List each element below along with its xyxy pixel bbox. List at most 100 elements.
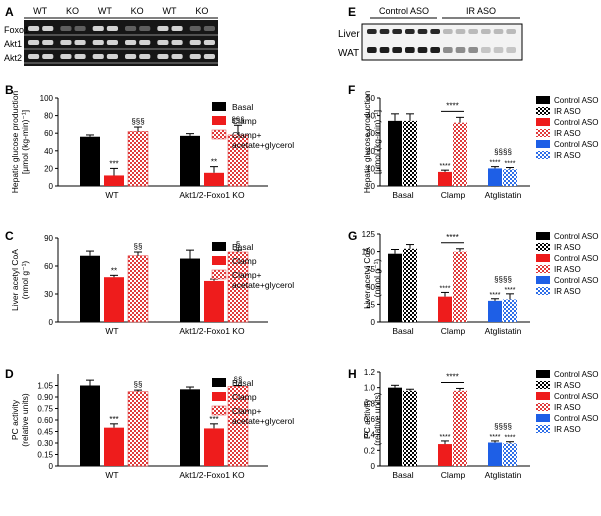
y-tick-label: 0.15: [37, 451, 53, 460]
blot-e-band-liver: [379, 29, 390, 34]
y-axis-label: Liver acetyl CoA: [362, 247, 372, 309]
legend-label: IR ASO: [554, 265, 581, 274]
legend-swatch: [536, 265, 550, 273]
legend-label: Control ASO: [554, 392, 598, 401]
legend-swatch: [536, 118, 550, 126]
legend-swatch: [212, 116, 226, 125]
bar-G-control-aso-0: [388, 253, 402, 322]
blot-a-col-label: KO: [131, 6, 144, 16]
bar-F-control-aso-2: [488, 168, 502, 186]
y-tick-label: 40: [366, 112, 375, 121]
bar-D-basal-0: [80, 385, 100, 466]
blot-e-col-label: IR ASO: [466, 6, 496, 16]
legend-label: Basal: [232, 378, 253, 388]
panel-letter-C: C: [5, 229, 14, 243]
legend-label: IR ASO: [554, 381, 581, 390]
legend-swatch: [536, 140, 550, 148]
legend-label: Clamp+: [232, 270, 262, 280]
y-tick-label: 0: [371, 318, 376, 327]
significance-mark: §: [236, 240, 240, 249]
blot-e-band-wat: [455, 47, 466, 53]
significance-mark: §§§: [131, 117, 144, 126]
legend-label: Basal: [232, 242, 253, 252]
y-tick-label: 30: [366, 129, 375, 138]
blot-a-band: [74, 26, 86, 31]
blot-e-image: [361, 23, 523, 61]
significance-mark: ****: [490, 434, 501, 441]
blot-a-band: [189, 40, 201, 45]
blot-a-band: [42, 26, 54, 31]
blot-a-band: [171, 40, 183, 45]
blot-a-band: [203, 54, 215, 59]
significance-mark: ****: [490, 292, 501, 299]
legend-label: acetate+glycerol: [232, 140, 294, 150]
blot-a-band: [171, 26, 183, 31]
x-tick-label: Clamp: [441, 190, 466, 200]
blot-a-band: [106, 26, 118, 31]
blot-e-band-wat: [405, 47, 415, 53]
blot-a-band: [42, 54, 54, 59]
x-tick-label: Atglistatin: [485, 190, 522, 200]
significance-mark: §§: [234, 376, 243, 385]
legend-swatch: [536, 287, 550, 295]
blot-e-band-wat: [493, 47, 504, 53]
legend-label: Clamp+: [232, 406, 262, 416]
bar-D-basal-1: [180, 389, 200, 466]
bar-B-basal-1: [180, 135, 200, 186]
y-tick-label: 0: [371, 182, 376, 191]
significance-mark: §§§§: [494, 275, 512, 284]
y-tick-label: 0.75: [37, 405, 53, 414]
y-tick-label: 90: [44, 234, 53, 243]
y-tick-label: 0: [49, 462, 54, 471]
y-tick-label: 20: [366, 147, 375, 156]
blot-a-col-label: WT: [163, 6, 177, 16]
y-axis-label: (nmol g⁻¹): [20, 261, 30, 300]
y-axis-label: (relative units): [372, 392, 382, 446]
legend-label: IR ASO: [554, 151, 581, 160]
legend-swatch: [212, 378, 226, 387]
significance-mark: §§§§: [494, 148, 512, 157]
bar-C-basal-0: [80, 255, 100, 322]
y-tick-label: 0.45: [37, 428, 53, 437]
blot-a-band: [171, 54, 183, 59]
y-tick-label: 0: [49, 318, 54, 327]
blot-e-row-label: WAT: [338, 48, 359, 59]
y-tick-label: 50: [366, 94, 375, 103]
legend-label: IR ASO: [554, 129, 581, 138]
y-tick-label: 100: [362, 248, 376, 257]
blot-e-band-liver: [468, 29, 478, 34]
legend-label: IR ASO: [554, 107, 581, 116]
blot-a-row-label: Akt1: [4, 39, 22, 49]
legend-label: acetate+glycerol: [232, 416, 294, 426]
significance-mark: ****: [505, 435, 516, 442]
blot-a-band: [42, 40, 54, 45]
panel-letter-G: G: [348, 229, 357, 243]
y-axis-label: (nmol g⁻¹): [372, 259, 382, 298]
y-tick-label: 0.8: [364, 399, 376, 408]
significance-mark: ****: [490, 160, 501, 167]
blot-e-band-wat: [392, 47, 402, 53]
legend-label: Control ASO: [554, 96, 598, 105]
bar-H-control-aso-1: [438, 444, 452, 466]
bar-B-clamp-1: [204, 172, 224, 186]
legend-swatch: [211, 405, 227, 416]
blot-a-band: [28, 26, 40, 31]
panel-letter-H: H: [348, 367, 357, 381]
significance-mark: §§§: [231, 115, 244, 124]
legend-swatch: [211, 129, 227, 140]
y-tick-label: 30: [44, 290, 53, 299]
legend-swatch: [536, 129, 550, 137]
bar-C-clamp--0: [127, 255, 149, 323]
y-tick-label: 1.2: [364, 368, 376, 377]
x-tick-label: Basal: [392, 190, 413, 200]
blot-a-band: [106, 54, 118, 59]
significance-mark: ***: [109, 159, 118, 168]
bar-G-control-aso-2: [488, 300, 502, 322]
legend-label: acetate+glycerol: [232, 280, 294, 290]
legend-label: Control ASO: [554, 140, 598, 149]
y-tick-label: 0.4: [364, 431, 376, 440]
bar-H-ir-aso-0: [403, 390, 417, 466]
panel-letter-E: E: [348, 5, 356, 19]
bar-F-control-aso-0: [388, 120, 402, 186]
